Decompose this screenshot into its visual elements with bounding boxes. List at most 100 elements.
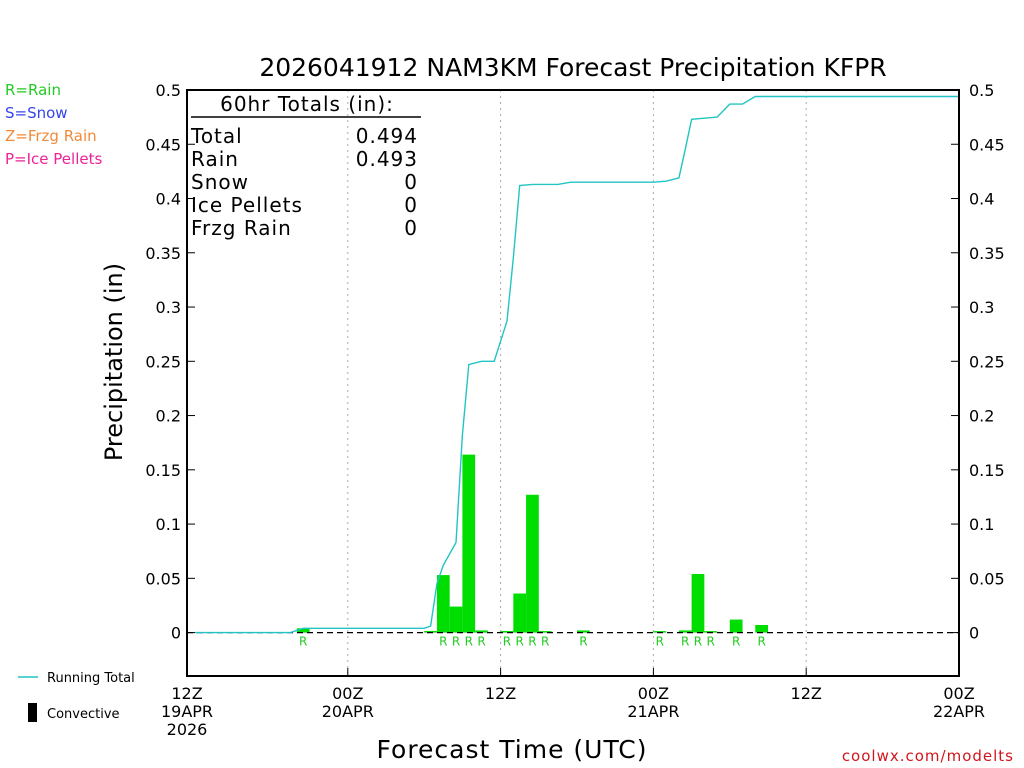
precip-bar (577, 630, 590, 633)
totals-box: 60hr Totals (in): Total 0.494 Rain 0.493… (190, 92, 421, 240)
precip-type-label: R (452, 635, 460, 649)
precip-bar (462, 454, 476, 633)
y-tick-label: 0.15 (145, 461, 181, 480)
precip-bar (296, 628, 310, 633)
y-tick-label: 0.2 (156, 407, 181, 426)
legend-freezing-rain: Z=Frzg Rain (5, 127, 97, 145)
totals-row-value: 0 (404, 216, 418, 240)
y-tick-label: 0.3 (156, 298, 181, 317)
precip-type-label: R (656, 635, 664, 649)
legend-snow: S=Snow (5, 104, 68, 122)
y-tick-label: 0.4 (156, 190, 181, 209)
totals-row-value: 0.494 (356, 124, 418, 148)
precip-type-label: R (528, 635, 536, 649)
y-tick-label: 0 (171, 624, 181, 643)
precip-bar (500, 630, 514, 633)
x-tick-label: 00Z (332, 684, 363, 703)
y-tick-label: 0.1 (969, 515, 994, 534)
totals-row-label: Frzg Rain (191, 216, 292, 240)
totals-row-label: Rain (191, 147, 239, 171)
precip-bar (424, 630, 437, 633)
y-axis-label: Precipitation (in) (100, 263, 128, 461)
x-tick-label: 20APR (322, 702, 374, 721)
y-tick-label: 0.25 (969, 352, 1005, 371)
precip-bar (475, 630, 488, 633)
y-tick-label: 0.5 (969, 81, 994, 100)
precip-type-label: R (694, 635, 702, 649)
y-tick-label: 0.3 (969, 298, 994, 317)
precip-type-label: R (516, 635, 524, 649)
totals-row-label: Snow (191, 170, 249, 194)
y-tick-label: 0.15 (969, 461, 1005, 480)
x-tick-label: 00Z (638, 684, 669, 703)
precip-bar (729, 619, 743, 633)
y-tick-label: 0.05 (969, 569, 1005, 588)
x-tick-label: 21APR (627, 702, 679, 721)
y-tick-label: 0.45 (969, 135, 1005, 154)
totals-row-label: Total (190, 124, 243, 148)
y-tick-label: 0 (969, 624, 979, 643)
precip-bar (691, 573, 705, 633)
precip-bar (513, 593, 527, 633)
precip-bars (296, 454, 768, 633)
totals-row-value: 0.493 (356, 147, 418, 171)
precip-type-label: R (732, 635, 740, 649)
x-tick-label: 2026 (167, 720, 208, 739)
x-axis-label: Forecast Time (UTC) (377, 735, 648, 764)
totals-header: 60hr Totals (in): (220, 92, 394, 116)
gridlines (347, 90, 807, 676)
precip-bar (653, 631, 667, 633)
precip-type-label: R (707, 635, 715, 649)
precip-type-label: R (465, 635, 473, 649)
x-tick-label: 12Z (485, 684, 516, 703)
precip-type-legend: R=Rain S=Snow Z=Frzg Rain P=Ice Pellets (5, 81, 102, 168)
y-tick-label: 0.35 (969, 244, 1005, 263)
precip-type-label: R (503, 635, 511, 649)
legend-rain: R=Rain (5, 81, 61, 99)
precip-bar (449, 606, 463, 633)
precip-type-label: R (439, 635, 447, 649)
watermark: coolwx.com/modelts (842, 747, 1014, 765)
legend-ice-pellets: P=Ice Pellets (5, 150, 102, 168)
precip-bar (526, 494, 539, 633)
x-tick-label: 19APR (161, 702, 213, 721)
precip-type-label: R (681, 635, 689, 649)
precip-type-label: R (541, 635, 549, 649)
precip-bar (538, 631, 552, 633)
y-axis-right-ticks: 0 0.05 0.1 0.15 0.2 0.25 0.3 0.35 0.4 0.45 0.5 (951, 81, 1005, 643)
precip-bar (755, 624, 768, 633)
precip-type-label: R (757, 635, 765, 649)
y-tick-label: 0.45 (145, 135, 181, 154)
y-tick-label: 0.05 (145, 569, 181, 588)
convective-legend-label: Convective (47, 707, 120, 722)
x-tick-label: 22APR (933, 702, 985, 721)
precip-bar (436, 575, 450, 633)
y-tick-label: 0.25 (145, 352, 181, 371)
precip-type-label: R (299, 635, 307, 649)
precip-type-label: R (477, 635, 485, 649)
x-tick-label: 12Z (171, 684, 202, 703)
chart-title: 2026041912 NAM3KM Forecast Precipitation… (259, 53, 886, 82)
y-axis-left-ticks: 0 0.05 0.1 0.15 0.2 0.25 0.3 0.35 0.4 0.45 0.5 (145, 81, 195, 643)
y-tick-label: 0.1 (156, 515, 181, 534)
precip-type-label: R (579, 635, 587, 649)
totals-row-value: 0 (404, 170, 418, 194)
y-tick-label: 0.35 (145, 244, 181, 263)
y-tick-label: 0.4 (969, 190, 994, 209)
convective-legend-swatch (28, 703, 37, 722)
totals-row-value: 0 (404, 193, 418, 217)
precip-bar (704, 631, 718, 633)
running-total-line (195, 95, 959, 634)
y-tick-label: 0.5 (156, 81, 181, 100)
x-tick-label: 12Z (791, 684, 822, 703)
series-legend: Running Total Convective (18, 671, 135, 722)
precip-bar (678, 630, 692, 633)
plot-frame (186, 89, 960, 677)
x-tick-label: 00Z (943, 684, 974, 703)
y-tick-label: 0.2 (969, 407, 994, 426)
totals-row-label: Ice Pellets (191, 193, 303, 217)
running-total-legend-label: Running Total (47, 671, 135, 686)
